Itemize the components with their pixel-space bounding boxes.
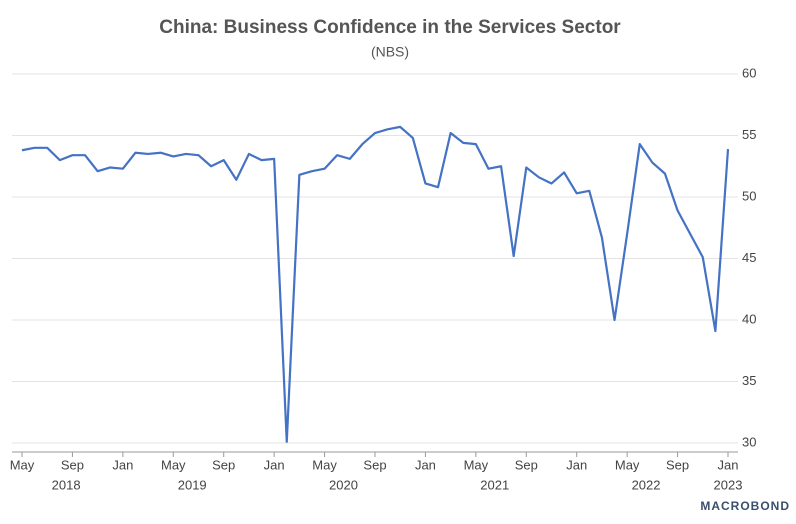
year-label: 2020 xyxy=(329,477,358,492)
year-label: 2019 xyxy=(178,477,207,492)
y-tick-label: 60 xyxy=(742,65,756,80)
x-tick-label: Sep xyxy=(363,457,386,472)
x-tick-label: May xyxy=(464,457,489,472)
x-tick-label: Jan xyxy=(718,457,739,472)
year-label: 2023 xyxy=(714,477,743,492)
x-tick-label: Sep xyxy=(212,457,235,472)
x-tick-label: Jan xyxy=(112,457,133,472)
year-label: 2021 xyxy=(480,477,509,492)
y-tick-label: 55 xyxy=(742,127,756,142)
year-label: 2022 xyxy=(632,477,661,492)
y-tick-label: 30 xyxy=(742,434,756,449)
source-logo: MACROBOND xyxy=(700,499,790,513)
x-tick-label: Jan xyxy=(415,457,436,472)
x-tick-label: Sep xyxy=(666,457,689,472)
x-tick-label: May xyxy=(10,457,35,472)
x-tick-label: Jan xyxy=(264,457,285,472)
y-tick-label: 40 xyxy=(742,311,756,326)
x-tick-label: May xyxy=(615,457,640,472)
chart-subtitle: (NBS) xyxy=(371,44,409,60)
y-tick-label: 45 xyxy=(742,250,756,265)
x-tick-label: May xyxy=(161,457,186,472)
data-line xyxy=(21,125,730,443)
x-tick-label: May xyxy=(312,457,337,472)
x-tick-label: Jan xyxy=(566,457,587,472)
y-tick-label: 35 xyxy=(742,373,756,388)
year-label: 2018 xyxy=(52,477,81,492)
x-tick-label: Sep xyxy=(61,457,84,472)
x-tick-label: Sep xyxy=(515,457,538,472)
y-tick-label: 50 xyxy=(742,188,756,203)
chart-title: China: Business Confidence in the Servic… xyxy=(159,17,621,38)
